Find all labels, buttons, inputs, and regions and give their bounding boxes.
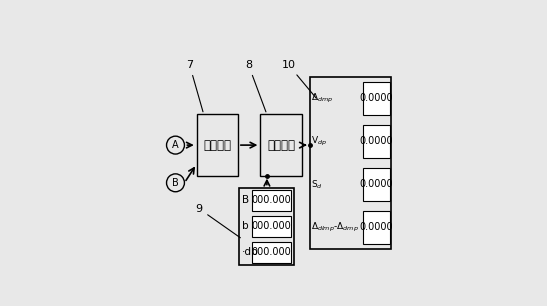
Bar [239, 188, 294, 265]
Text: 0.0000: 0.0000 [359, 179, 393, 189]
Bar [363, 82, 390, 115]
Bar [197, 114, 238, 176]
Text: 10: 10 [282, 60, 316, 98]
Text: 9: 9 [195, 204, 240, 238]
Text: S$_{d}$: S$_{d}$ [311, 178, 323, 191]
Text: A: A [172, 140, 179, 150]
Text: 信号放大: 信号放大 [203, 139, 231, 151]
Text: ·dp: ·dp [242, 247, 259, 257]
Text: 000.000: 000.000 [252, 196, 292, 205]
Text: B: B [172, 178, 179, 188]
Text: B: B [242, 196, 249, 205]
Text: 0.0000: 0.0000 [359, 222, 393, 232]
Text: b: b [242, 222, 248, 231]
Bar [363, 125, 390, 158]
Text: V$_{dp}$: V$_{dp}$ [311, 135, 327, 148]
Bar [363, 211, 390, 244]
Bar [252, 190, 291, 211]
Text: 0.0000: 0.0000 [359, 136, 393, 146]
Bar [252, 216, 291, 237]
Text: 000.000: 000.000 [252, 222, 292, 231]
Text: 000.000: 000.000 [252, 247, 292, 257]
Text: 7: 7 [186, 60, 203, 112]
Text: 8: 8 [245, 60, 266, 112]
Text: Δ$_{dlmp}$-Δ$_{dmp}$: Δ$_{dlmp}$-Δ$_{dmp}$ [311, 221, 359, 234]
Text: Δ$_{dmp}$: Δ$_{dmp}$ [311, 92, 333, 105]
Bar [363, 168, 390, 201]
Bar [252, 242, 291, 263]
Text: 信号处理: 信号处理 [267, 139, 295, 151]
Text: 0.0000: 0.0000 [359, 93, 393, 103]
Bar [310, 77, 391, 249]
Bar [260, 114, 301, 176]
